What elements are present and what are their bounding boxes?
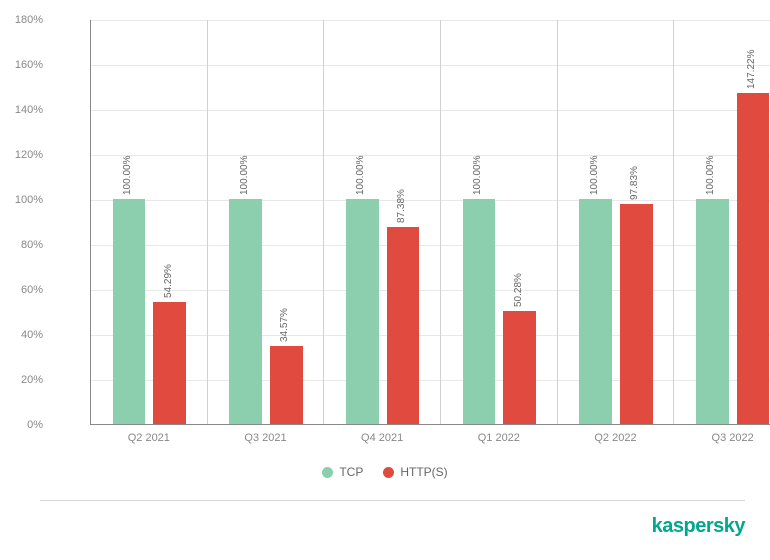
bar-tcp: 100.00% (579, 199, 612, 424)
bar-tcp: 100.00% (229, 199, 262, 424)
legend-swatch (383, 467, 394, 478)
x-tick-label: Q2 2022 (558, 424, 674, 444)
legend-label: TCP (339, 465, 363, 479)
legend-label: HTTP(S) (400, 465, 447, 479)
y-tick-label: 80% (3, 239, 43, 251)
legend: TCP HTTP(S) (0, 465, 770, 481)
bar-https: 97.83% (620, 204, 653, 424)
bar-https: 34.57% (270, 346, 303, 424)
bar-https: 54.29% (153, 302, 186, 424)
bar-value-label: 87.38% (396, 189, 407, 223)
category-cell: Q2 2021 (91, 20, 208, 424)
category-cell: Q2 2022 (558, 20, 675, 424)
bar-value-label: 100.00% (122, 156, 133, 195)
bar-value-label: 100.00% (355, 156, 366, 195)
x-tick-label: Q2 2021 (91, 424, 207, 444)
chart-container: Q2 2021100.00%54.29%Q3 2021100.00%34.57%… (45, 10, 755, 440)
category-cell: Q4 2021 (324, 20, 441, 424)
bar-https: 147.22% (737, 93, 770, 424)
category-cell: Q3 2021 (208, 20, 325, 424)
legend-item: HTTP(S) (383, 465, 447, 479)
bar-value-label: 54.29% (163, 264, 174, 298)
bar-tcp: 100.00% (346, 199, 379, 424)
brand-text: kaspersky (652, 515, 745, 537)
x-tick-label: Q1 2022 (441, 424, 557, 444)
x-tick-label: Q4 2021 (324, 424, 440, 444)
bar-value-label: 100.00% (589, 156, 600, 195)
y-tick-label: 20% (3, 374, 43, 386)
y-tick-label: 60% (3, 284, 43, 296)
y-tick-label: 0% (3, 419, 43, 431)
bar-https: 50.28% (503, 311, 536, 424)
y-tick-label: 140% (3, 104, 43, 116)
x-tick-label: Q3 2022 (674, 424, 770, 444)
bar-tcp: 100.00% (696, 199, 729, 424)
bar-value-label: 100.00% (705, 156, 716, 195)
brand-logo: kaspersky (652, 515, 745, 538)
footer-divider (40, 500, 745, 501)
bar-tcp: 100.00% (113, 199, 146, 424)
legend-swatch (322, 467, 333, 478)
bar-value-label: 100.00% (472, 156, 483, 195)
y-tick-label: 40% (3, 329, 43, 341)
bar-value-label: 97.83% (629, 166, 640, 200)
x-tick-label: Q3 2021 (208, 424, 324, 444)
y-tick-label: 160% (3, 59, 43, 71)
bar-value-label: 50.28% (513, 273, 524, 307)
plot-area: Q2 2021100.00%54.29%Q3 2021100.00%34.57%… (90, 20, 770, 425)
category-cell: Q1 2022 (441, 20, 558, 424)
legend-item: TCP (322, 465, 363, 479)
bar-https: 87.38% (387, 227, 420, 424)
bar-value-label: 34.57% (279, 308, 290, 342)
y-tick-label: 100% (3, 194, 43, 206)
bar-value-label: 100.00% (239, 156, 250, 195)
bar-tcp: 100.00% (463, 199, 496, 424)
y-tick-label: 180% (3, 14, 43, 26)
y-tick-label: 120% (3, 149, 43, 161)
bar-value-label: 147.22% (746, 49, 757, 88)
